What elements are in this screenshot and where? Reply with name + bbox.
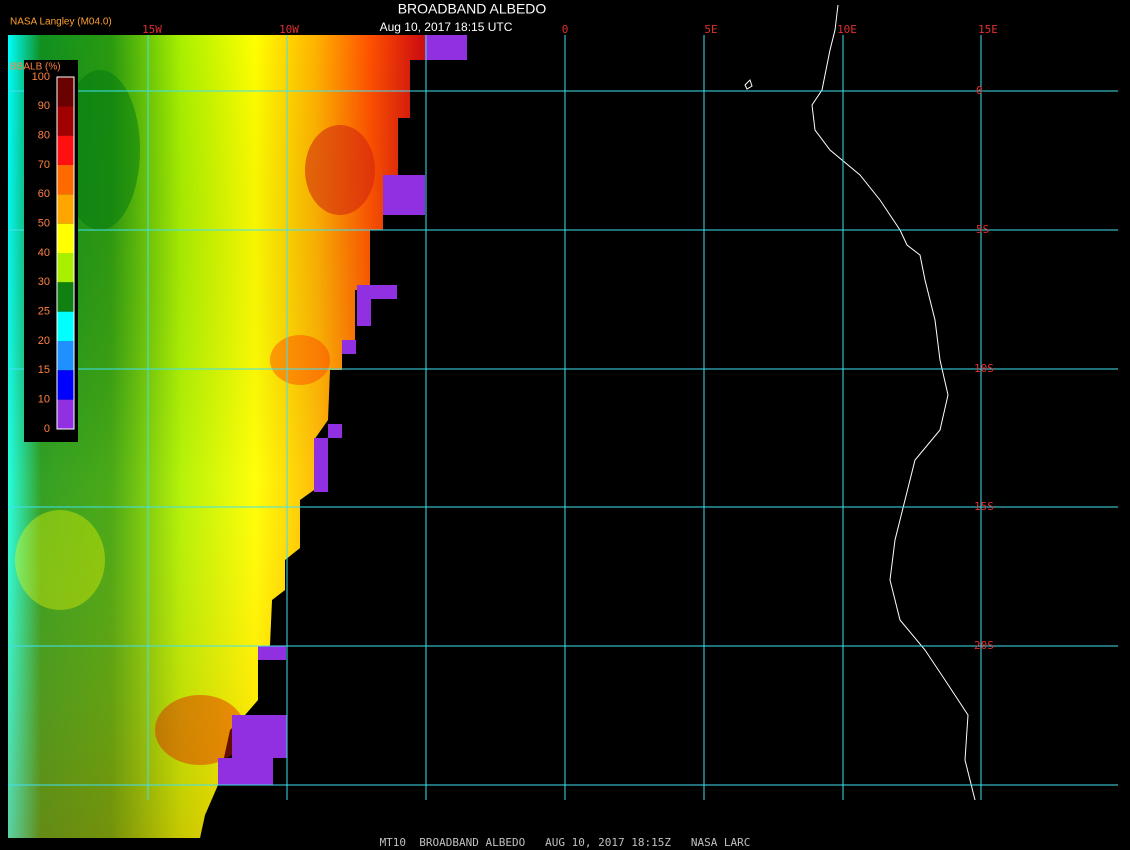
footer: MT10 BROADBAND ALBEDO AUG 10, 2017 18:15… [380,836,751,849]
legend-swatch [57,341,74,371]
legend-tick-label: 25 [38,306,50,318]
bright-cloud [15,510,105,610]
legend-swatch [57,165,74,195]
legend-tick-label: 20 [38,335,50,347]
bright-cloud [155,695,245,765]
legend-swatch [57,106,74,136]
legend-tick-label: 50 [38,218,50,230]
legend-swatch [57,194,74,224]
graticule [8,35,1118,800]
legend-title: BBALB (%) [10,62,61,73]
latitude-label: 0 [976,84,983,97]
longitude-label: 10E [837,23,857,36]
longitude-label: 15W [142,23,162,36]
legend-swatch [57,253,74,283]
legend-tick-label: 15 [38,364,50,376]
legend-swatch [57,399,74,429]
longitude-label: 5E [704,23,717,36]
source-label: NASA Langley (M04.0) [10,17,112,28]
latitude-label: 10S [974,362,994,375]
legend-swatch [57,77,74,107]
cloud-imagery [8,35,467,838]
legend-tick-label: 90 [38,100,50,112]
legend-swatch [57,223,74,253]
legend-swatch [57,370,74,400]
legend-tick-label: 100 [32,71,50,83]
legend-swatch [57,135,74,165]
timestamp: Aug 10, 2017 18:15 UTC [380,20,513,34]
latitude-label: 5S [976,223,989,236]
cloud-shading [8,35,455,838]
title: BROADBAND ALBEDO [398,1,547,17]
latitude-label: 15S [974,500,994,513]
legend-tick-label: 60 [38,188,50,200]
missing-data [218,35,467,785]
legend-tick-label: 70 [38,159,50,171]
bright-cloud [270,335,330,385]
legend-tick-label: 80 [38,130,50,142]
legend-tick-label: 40 [38,247,50,259]
legend-swatch [57,311,74,341]
bright-cloud [305,125,375,215]
legend-frame [56,76,75,430]
longitude-label: 15E [978,23,998,36]
legend-tick-label: 0 [44,423,50,435]
thin-cloud [60,70,140,230]
legend-tick-label: 10 [38,394,50,406]
longitude-label: 0 [562,23,569,36]
longitude-label: 10W [279,23,299,36]
legend-swatch [57,282,74,312]
coastline [744,4,976,801]
latitude-label: 20S [974,639,994,652]
legend-tick-label: 30 [38,276,50,288]
